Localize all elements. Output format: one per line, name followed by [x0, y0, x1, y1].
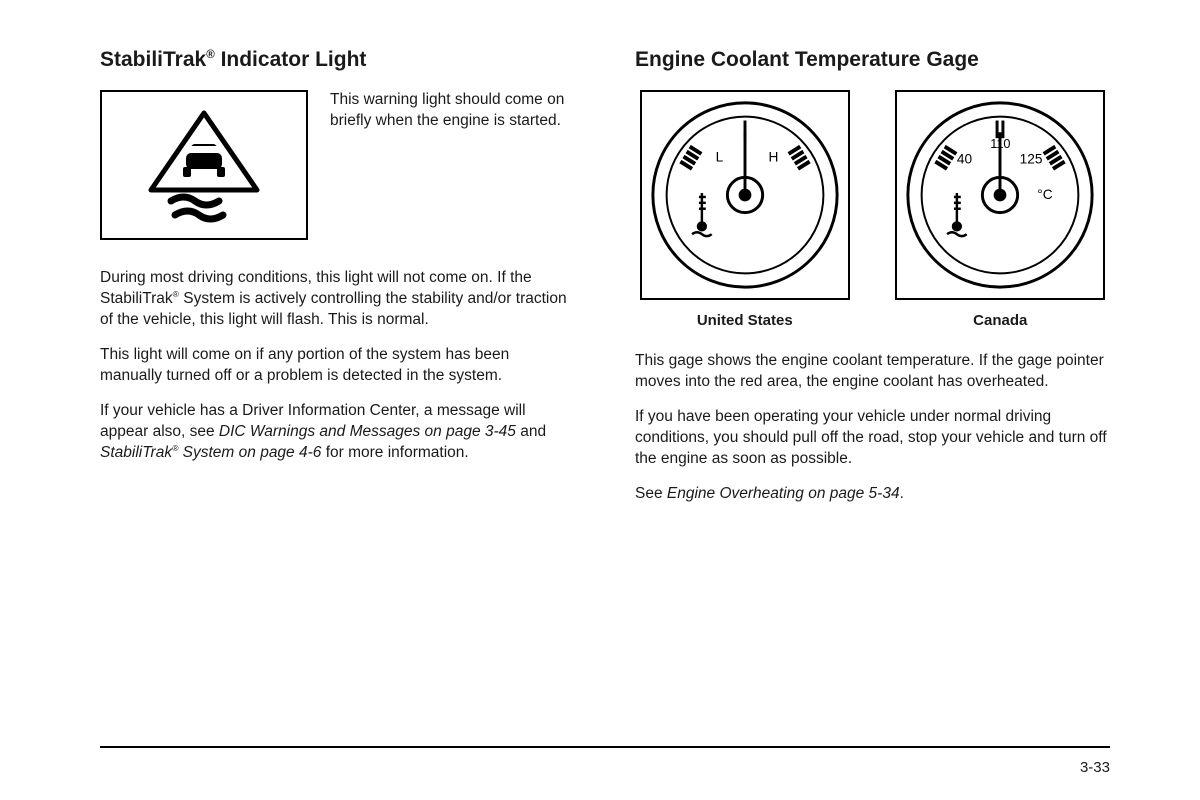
stabilitrak-icon-box — [100, 90, 308, 240]
body-text: . — [900, 485, 904, 502]
page-number: 3-33 — [1080, 759, 1110, 776]
coolant-gage-us-icon: L H — [647, 97, 843, 293]
gage-box: L H — [640, 90, 850, 300]
body-text: for more information. — [321, 444, 468, 461]
manual-page: StabiliTrak® Indicator Light — [0, 0, 1200, 800]
gage-label-40: 40 — [957, 152, 973, 167]
heading-text: Indicator Light — [215, 48, 367, 71]
cross-reference: Engine Overheating on page 5-34 — [667, 485, 900, 502]
intro-text: This warning light should come on briefl… — [330, 90, 575, 132]
intro-row: This warning light should come on briefl… — [100, 90, 575, 240]
coolant-heading: Engine Coolant Temperature Gage — [635, 48, 1110, 72]
cross-reference: StabiliTrak® System on page 4-6 — [100, 444, 321, 461]
cross-reference: DIC Warnings and Messages on page 3-45 — [219, 423, 516, 440]
coolant-gage-canada-icon: 40 110 125 °C — [902, 97, 1098, 293]
body-paragraph: If you have been operating your vehicle … — [635, 407, 1110, 470]
footer-rule — [100, 746, 1110, 748]
right-column: Engine Coolant Temperature Gage — [635, 48, 1110, 519]
body-text: and — [516, 423, 546, 440]
body-paragraph: See Engine Overheating on page 5-34. — [635, 484, 1110, 505]
gage-box: 40 110 125 °C — [895, 90, 1105, 300]
registered-symbol: ® — [206, 49, 215, 61]
heading-text: StabiliTrak — [100, 48, 206, 71]
gage-block-us: L H U — [635, 90, 855, 329]
body-paragraph: During most driving conditions, this lig… — [100, 268, 575, 331]
stabilitrak-heading: StabiliTrak® Indicator Light — [100, 48, 575, 72]
gage-block-canada: 40 110 125 °C — [891, 90, 1111, 329]
gage-label-L: L — [715, 150, 723, 165]
xref-text: StabiliTrak — [100, 444, 172, 461]
xref-text: System on page 4-6 — [178, 444, 321, 461]
gage-unit-c: °C — [1037, 187, 1052, 202]
body-paragraph: This gage shows the engine coolant tempe… — [635, 351, 1110, 393]
gage-caption: Canada — [891, 312, 1111, 329]
gage-label-125: 125 — [1020, 152, 1043, 167]
gage-label-H: H — [768, 150, 778, 165]
gages-row: L H U — [635, 90, 1110, 329]
left-column: StabiliTrak® Indicator Light — [100, 48, 575, 519]
gage-caption: United States — [635, 312, 855, 329]
body-paragraph: If your vehicle has a Driver Information… — [100, 401, 575, 464]
two-column-layout: StabiliTrak® Indicator Light — [100, 48, 1110, 519]
body-text: See — [635, 485, 667, 502]
stabilitrak-icon — [129, 105, 279, 225]
body-paragraph: This light will come on if any portion o… — [100, 345, 575, 387]
gage-label-110: 110 — [990, 136, 1010, 151]
